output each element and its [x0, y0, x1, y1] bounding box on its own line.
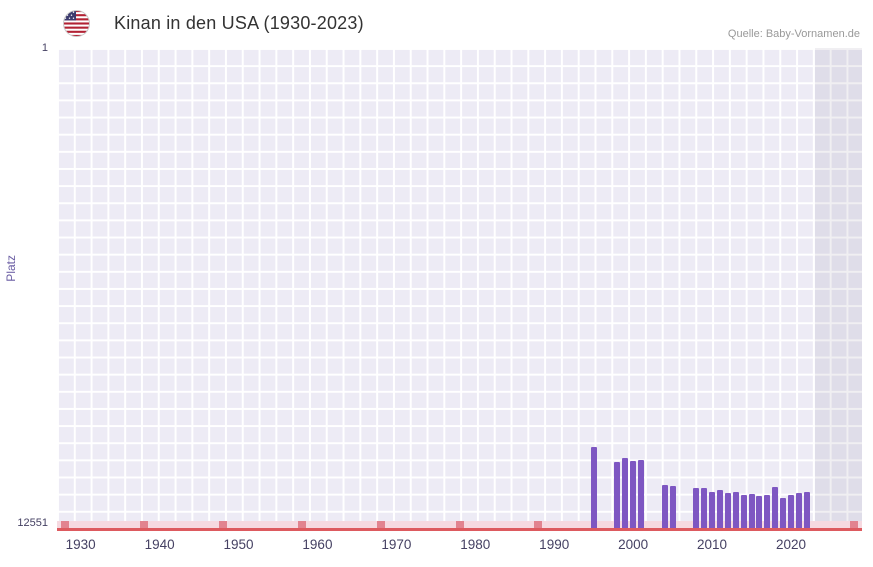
y-axis-top-label: 1	[41, 42, 48, 54]
x-tick-label: 1970	[381, 537, 412, 552]
no-data-mark	[218, 521, 227, 528]
x-tick-label: 2020	[775, 537, 806, 552]
x-tick-label: 2010	[697, 537, 728, 552]
bar-2008[interactable]	[693, 487, 700, 528]
bar-1998[interactable]	[614, 462, 621, 528]
no-data-strip	[57, 521, 862, 528]
no-data-mark	[60, 521, 69, 528]
bar-2004[interactable]	[661, 485, 668, 528]
y-axis-title: Platz	[4, 255, 18, 282]
x-tick-label: 1960	[302, 537, 333, 552]
x-tick-label: 1950	[223, 537, 254, 552]
no-data-mark	[534, 521, 543, 528]
bar-2005[interactable]	[669, 485, 676, 528]
bar-1999[interactable]	[622, 457, 629, 528]
x-tick-label: 1930	[65, 537, 96, 552]
no-data-mark	[297, 521, 306, 528]
bar-2000[interactable]	[630, 461, 637, 528]
x-tick-label: 1980	[460, 537, 491, 552]
bar-2016[interactable]	[756, 495, 763, 528]
bar-2011[interactable]	[716, 490, 723, 528]
bar-2020[interactable]	[787, 495, 794, 528]
shaded-future-region	[814, 48, 862, 528]
us-flag-icon	[63, 10, 90, 37]
bar-2019[interactable]	[780, 498, 787, 528]
x-tick-label: 2000	[618, 537, 649, 552]
no-data-mark	[455, 521, 464, 528]
bar-2013[interactable]	[732, 492, 739, 528]
bar-2012[interactable]	[724, 493, 731, 528]
y-axis-bottom-label: 12551	[17, 517, 48, 529]
bar-2009[interactable]	[701, 488, 708, 528]
bar-2014[interactable]	[740, 495, 747, 528]
bar-2018[interactable]	[772, 487, 779, 528]
bar-2001[interactable]	[638, 459, 645, 528]
x-axis-ticks: 1930 1940 1950 1960 1970 1980 1990 2000 2010 2020	[57, 537, 862, 559]
bar-2017[interactable]	[764, 495, 771, 528]
no-data-mark	[139, 521, 148, 528]
page-title: Kinan in den USA (1930-2023)	[114, 13, 364, 33]
no-data-mark	[376, 521, 385, 528]
x-axis-baseline	[57, 528, 862, 531]
plot-area	[57, 48, 862, 528]
bar-1995[interactable]	[590, 446, 597, 528]
no-data-mark	[850, 521, 859, 528]
bar-2022[interactable]	[803, 492, 810, 528]
x-tick-label: 1990	[539, 537, 570, 552]
x-tick-label: 1940	[144, 537, 175, 552]
bar-2021[interactable]	[795, 493, 802, 528]
source-label: Quelle: Baby-Vornamen.de	[727, 28, 860, 40]
bar-2015[interactable]	[748, 493, 755, 528]
bar-2010[interactable]	[709, 492, 716, 528]
